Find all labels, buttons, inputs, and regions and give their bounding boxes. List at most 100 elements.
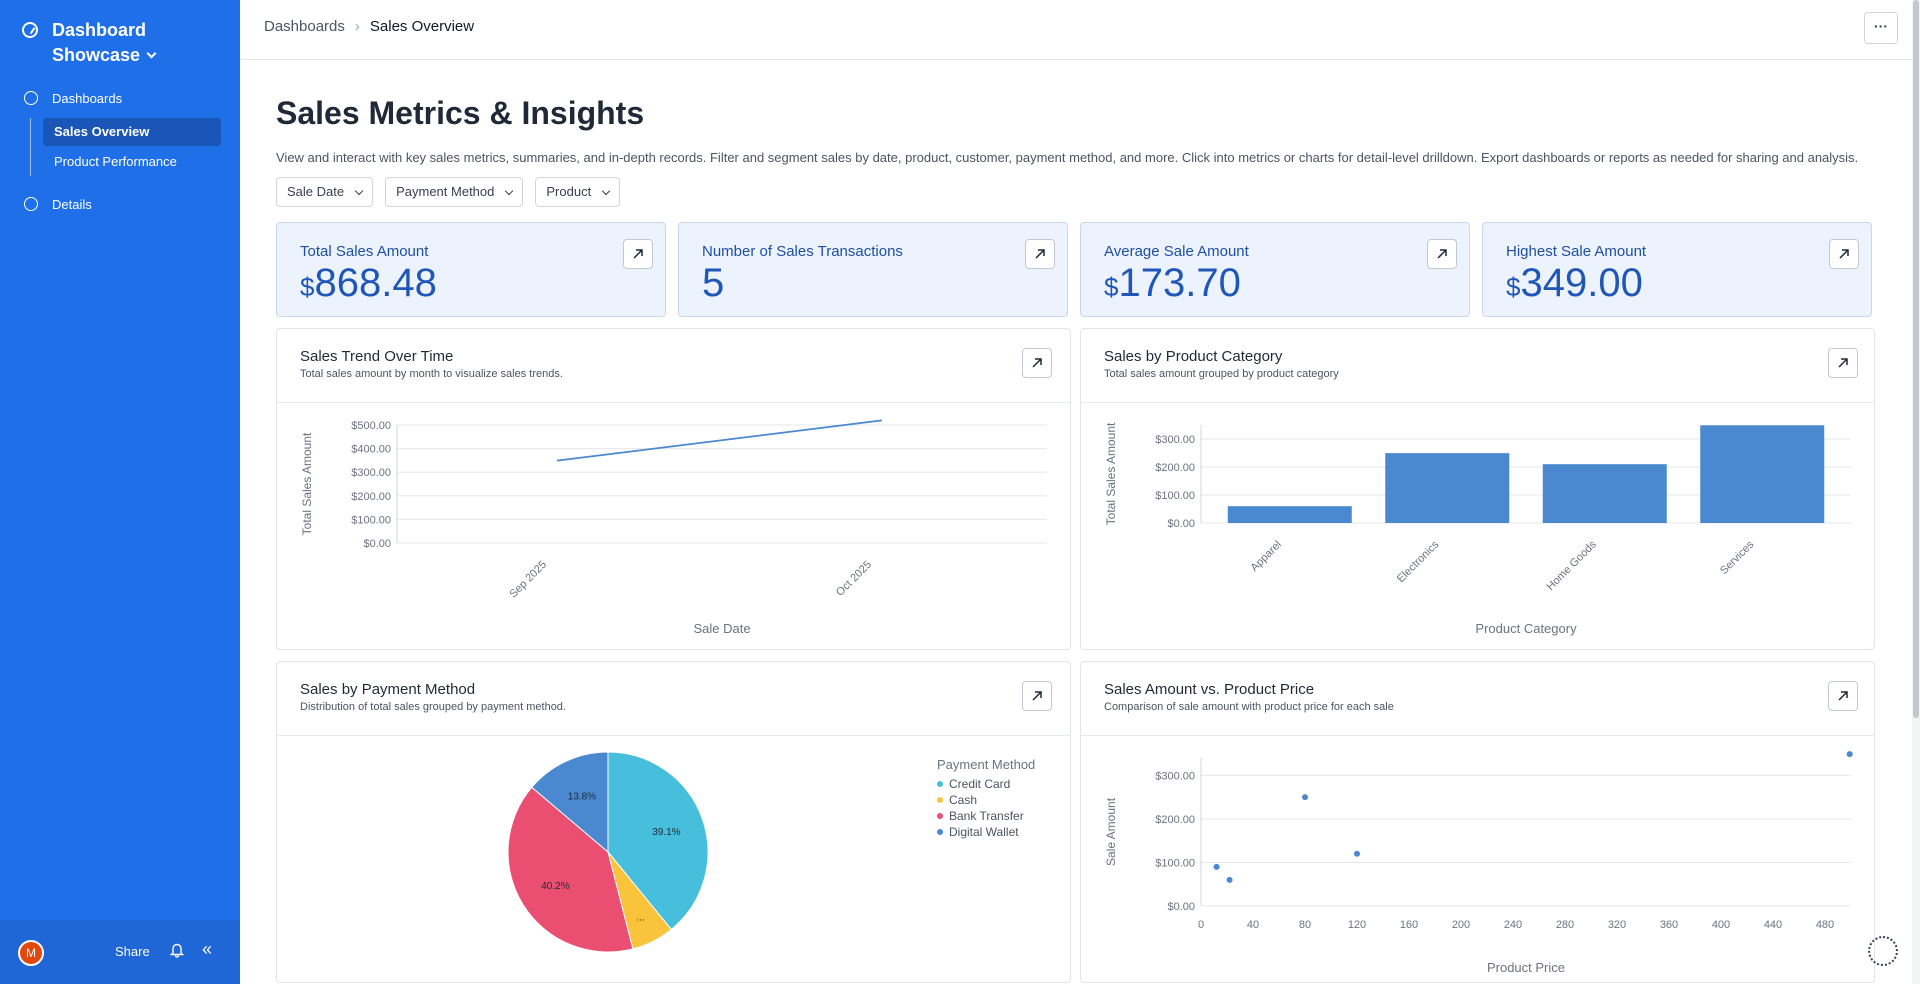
panel-subtitle: Distribution of total sales grouped by p… — [300, 701, 566, 713]
bar — [1385, 453, 1510, 523]
sale-date-filter[interactable]: Sale Date — [276, 177, 374, 207]
currency-symbol: $ — [1506, 272, 1521, 302]
sales-by-payment-panel: Sales by Payment Method Distribution of … — [276, 661, 1071, 983]
sidebar-footer: M Share « — [0, 920, 240, 984]
share-button[interactable]: Share — [115, 944, 150, 959]
metric-value: $868.48 — [300, 261, 437, 306]
panel-header: Sales by Product Category Total sales am… — [1081, 329, 1874, 403]
y-tick-label: $500.00 — [351, 420, 391, 432]
sidebar-item-product-performance[interactable]: Product Performance — [54, 154, 177, 169]
arrow-up-right-icon — [1032, 691, 1042, 701]
currency-symbol: $ — [1104, 272, 1119, 302]
x-tick-label: Home Goods — [1545, 538, 1600, 593]
panel-subtitle: Total sales amount grouped by product ca… — [1104, 368, 1339, 380]
metric-number: 868.48 — [314, 261, 437, 305]
sidebar-nav: Dashboards Sales Overview Product Perfor… — [0, 86, 240, 216]
expand-button[interactable] — [1828, 348, 1858, 378]
sidebar-item-dashboards[interactable]: Dashboards — [0, 86, 240, 110]
brand[interactable]: Dashboard Showcase — [22, 18, 162, 68]
x-tick-label: Sep 2025 — [507, 559, 549, 601]
metric-number: 5 — [702, 261, 725, 305]
metric-label: Number of Sales Transactions — [702, 243, 903, 260]
metric-label: Average Sale Amount — [1104, 243, 1249, 260]
breadcrumb-root[interactable]: Dashboards — [264, 18, 345, 35]
y-tick-label: $300.00 — [1155, 434, 1195, 446]
legend-swatch — [937, 829, 943, 835]
y-tick-label: $0.00 — [1167, 901, 1195, 913]
page-title: Sales Metrics & Insights — [276, 95, 645, 131]
panel-title: Sales by Product Category — [1104, 348, 1283, 365]
filter-label: Sale Date — [287, 184, 345, 199]
compass-icon — [24, 91, 38, 105]
y-tick-label: $200.00 — [1155, 462, 1195, 474]
pie-slice — [607, 751, 709, 931]
sidebar-item-sales-overview[interactable]: Sales Overview — [43, 118, 221, 146]
sales-by-payment-chart[interactable]: 39.1%... 40.2% 13.8% — [277, 736, 1070, 982]
sidebar-item-label: Dashboards — [52, 90, 123, 106]
y-tick-label: $400.00 — [351, 444, 391, 456]
sidebar-item-details[interactable]: Details — [0, 192, 240, 216]
brand-title: Dashboard Showcase — [52, 18, 162, 68]
expand-button[interactable] — [1829, 239, 1859, 269]
collapse-sidebar-icon[interactable]: « — [202, 939, 213, 959]
metric-card-average-sale[interactable]: Average Sale Amount $173.70 — [1080, 222, 1470, 317]
expand-button[interactable] — [623, 239, 653, 269]
expand-button[interactable] — [1022, 348, 1052, 378]
arrow-up-right-icon — [1839, 249, 1849, 259]
metric-number: 349.00 — [1520, 261, 1643, 305]
x-tick-label: 320 — [1608, 919, 1626, 931]
legend-label: Cash — [949, 793, 978, 807]
expand-button[interactable] — [1022, 681, 1052, 711]
legend-item[interactable]: Credit Card — [937, 776, 1035, 792]
y-axis-title: Total Sales Amount — [1104, 422, 1118, 525]
legend-label: Bank Transfer — [949, 809, 1024, 823]
arrow-up-right-icon — [633, 249, 643, 259]
sales-trend-chart[interactable]: $0.00 $100.00 $200.00 $300.00 $400.00 $500.00… — [277, 403, 1070, 649]
slice-label: 13.8% — [568, 792, 596, 803]
scrollbar[interactable] — [1912, 0, 1920, 984]
slice-label: ... — [636, 912, 644, 923]
sales-vs-price-panel: Sales Amount vs. Product Price Compariso… — [1080, 661, 1875, 983]
legend-item[interactable]: Cash — [937, 792, 1035, 808]
arrow-up-right-icon — [1035, 249, 1045, 259]
expand-button[interactable] — [1025, 239, 1055, 269]
x-tick-label: 400 — [1712, 919, 1730, 931]
expand-button[interactable] — [1427, 239, 1457, 269]
y-tick-label: $200.00 — [1155, 814, 1195, 826]
sales-vs-price-chart[interactable]: $0.00 $100.00 $200.00 $300.00 0 40 80 120 160 200… — [1081, 736, 1874, 982]
product-filter[interactable]: Product — [535, 177, 621, 207]
chevron-down-icon — [601, 186, 611, 195]
legend-item[interactable]: Digital Wallet — [937, 824, 1035, 840]
x-tick-label: 80 — [1299, 919, 1311, 931]
legend-label: Digital Wallet — [949, 825, 1019, 839]
metric-label: Total Sales Amount — [300, 243, 429, 260]
payment-method-filter[interactable]: Payment Method — [385, 177, 524, 207]
bell-icon[interactable] — [170, 942, 184, 958]
arrow-up-right-icon — [1838, 691, 1848, 701]
legend-item[interactable]: Bank Transfer — [937, 808, 1035, 824]
metric-card-highest-sale[interactable]: Highest Sale Amount $349.00 — [1482, 222, 1872, 317]
sales-by-category-chart[interactable]: $0.00 $100.00 $200.00 $300.00 Apparel Electro… — [1081, 403, 1874, 649]
y-axis-title: Total Sales Amount — [300, 432, 314, 535]
expand-button[interactable] — [1828, 681, 1858, 711]
metric-value: 5 — [702, 261, 724, 306]
metric-card-total-sales[interactable]: Total Sales Amount $868.48 — [276, 222, 666, 317]
x-axis-title: Product Category — [1475, 621, 1577, 636]
breadcrumb: Dashboards › Sales Overview — [264, 18, 474, 35]
metric-card-transactions[interactable]: Number of Sales Transactions 5 — [678, 222, 1068, 317]
legend-swatch — [937, 797, 943, 803]
legend-swatch — [937, 781, 943, 787]
more-options-button[interactable]: ··· — [1864, 12, 1898, 44]
scatter-point — [1846, 751, 1853, 758]
sales-trend-panel: Sales Trend Over Time Total sales amount… — [276, 328, 1071, 650]
x-axis-title: Sale Date — [693, 621, 750, 636]
panel-header: Sales Amount vs. Product Price Compariso… — [1081, 662, 1874, 736]
scrollbar-thumb[interactable] — [1913, 0, 1919, 718]
arrow-up-right-icon — [1437, 249, 1447, 259]
loading-spinner-icon — [1868, 936, 1898, 966]
panel-subtitle: Comparison of sale amount with product p… — [1104, 701, 1394, 713]
y-tick-label: $200.00 — [351, 491, 391, 503]
panel-title: Sales Amount vs. Product Price — [1104, 681, 1315, 698]
avatar[interactable]: M — [18, 940, 44, 966]
arrow-up-right-icon — [1032, 358, 1042, 368]
